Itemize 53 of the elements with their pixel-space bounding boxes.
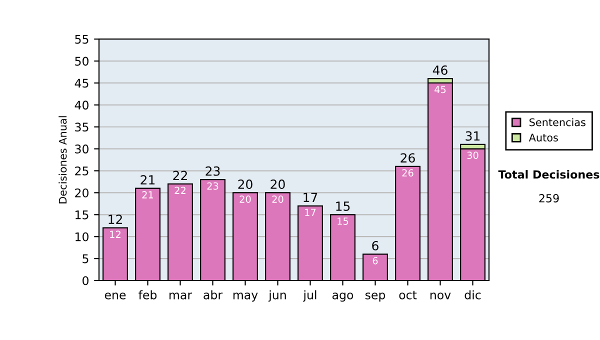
total-label: 46 bbox=[432, 65, 448, 75]
y-axis-title: Decisiones Anual bbox=[58, 116, 67, 204]
legend-label: Sentencias bbox=[530, 118, 586, 126]
y-tick-label: 55 bbox=[75, 34, 88, 44]
data-label: 21 bbox=[142, 191, 154, 198]
data-label: 20 bbox=[240, 196, 251, 203]
y-tick-label: 35 bbox=[75, 122, 88, 132]
text: 259 bbox=[539, 194, 559, 202]
total-label: 31 bbox=[466, 131, 480, 141]
x-tick-label: oct bbox=[399, 290, 417, 300]
total-label: 12 bbox=[108, 214, 122, 224]
x-tick-label: jun bbox=[268, 290, 286, 302]
x-tick-label: may bbox=[233, 292, 258, 302]
data-label: 6 bbox=[372, 256, 378, 264]
total-label: 6 bbox=[372, 240, 378, 250]
x-tick-label: abr bbox=[204, 290, 223, 300]
data-label: 20 bbox=[272, 196, 284, 203]
data-label: 17 bbox=[305, 208, 316, 216]
total-label: 22 bbox=[173, 170, 187, 180]
total-label: 20 bbox=[238, 180, 252, 189]
data-label: 22 bbox=[174, 186, 186, 194]
data-label: 15 bbox=[338, 218, 348, 225]
text: Total Decisiones bbox=[498, 170, 600, 179]
y-tick-label: 40 bbox=[74, 100, 88, 110]
x-tick-label: ago bbox=[332, 292, 354, 302]
y-tick-label: 30 bbox=[75, 144, 88, 154]
total-label: 15 bbox=[336, 202, 350, 211]
x-tick-label: ene bbox=[104, 292, 126, 300]
total-label: 17 bbox=[304, 192, 318, 202]
data-label: 23 bbox=[207, 182, 218, 190]
data-label: 30 bbox=[467, 152, 478, 159]
x-tick-label: jul bbox=[303, 290, 316, 302]
y-tick-label: 5 bbox=[82, 254, 88, 264]
y-tick-label: 50 bbox=[75, 56, 88, 66]
data-label: 45 bbox=[434, 86, 446, 94]
data-label: 26 bbox=[402, 169, 414, 177]
x-tick-label: feb bbox=[138, 290, 157, 300]
y-tick-label: 45 bbox=[74, 78, 88, 88]
y-tick-label: 20 bbox=[75, 188, 88, 198]
y-tick-label: 15 bbox=[76, 210, 88, 220]
legend-label: Autos bbox=[528, 134, 558, 142]
total-label: 26 bbox=[400, 153, 415, 163]
y-tick-label: 10 bbox=[76, 232, 88, 242]
data-label: 12 bbox=[110, 230, 120, 238]
x-tick-label: nov bbox=[430, 292, 451, 300]
total-label: 21 bbox=[140, 175, 155, 184]
y-tick-label: 25 bbox=[75, 166, 88, 176]
total-label: 20 bbox=[270, 180, 285, 189]
y-tick-label: 0 bbox=[82, 276, 88, 286]
total-label: 23 bbox=[206, 166, 220, 176]
x-tick-label: mar bbox=[170, 292, 192, 300]
x-tick-label: sep bbox=[365, 292, 386, 302]
x-tick-label: dic bbox=[464, 290, 481, 300]
